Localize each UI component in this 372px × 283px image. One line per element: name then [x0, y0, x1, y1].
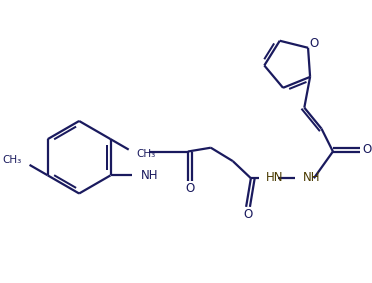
- Text: O: O: [363, 143, 372, 156]
- Text: NH: NH: [141, 169, 158, 182]
- Text: O: O: [185, 182, 195, 195]
- Text: NH: NH: [302, 171, 320, 184]
- Text: HN: HN: [266, 171, 283, 184]
- Text: CH₃: CH₃: [3, 155, 22, 165]
- Text: CH₃: CH₃: [137, 149, 155, 159]
- Text: O: O: [309, 37, 318, 50]
- Text: O: O: [243, 208, 253, 221]
